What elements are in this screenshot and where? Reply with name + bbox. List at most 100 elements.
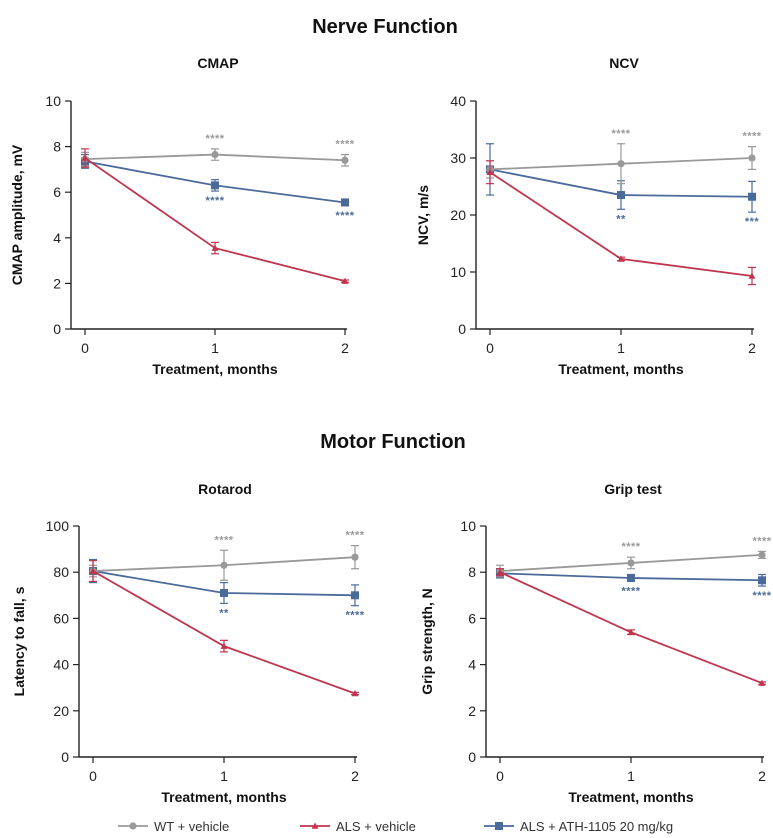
- x-axis-label: Treatment, months: [152, 361, 277, 377]
- series-wt: **** ****: [81, 133, 354, 167]
- legend-marker-ath: [484, 822, 514, 830]
- significance-label: ****: [742, 131, 761, 143]
- data-point: [486, 168, 494, 176]
- y-tick-label: 10: [460, 518, 476, 534]
- data-point: [351, 553, 359, 561]
- significance-label: ****: [214, 534, 233, 546]
- x-tick-label: 0: [486, 340, 494, 356]
- significance-label: ****: [752, 535, 771, 547]
- data-point: [351, 591, 359, 600]
- y-axis-label: CMAP amplitude, mV: [9, 144, 25, 285]
- data-point: [341, 277, 349, 284]
- y-axis-label: Latency to fall, s: [11, 586, 27, 696]
- y-axis-label: Grip strength, N: [419, 588, 435, 695]
- y-tick-label: 20: [53, 703, 69, 719]
- data-point: [89, 567, 97, 574]
- legend-label-ath: ALS + ATH-1105 20 mg/kg: [520, 819, 673, 834]
- data-point: [617, 255, 625, 262]
- data-point: [81, 154, 89, 161]
- y-tick-label: 40: [450, 93, 466, 109]
- x-tick-label: 0: [89, 768, 97, 784]
- chart-title: Rotarod: [198, 481, 252, 497]
- series-wt: **** ****: [496, 535, 771, 578]
- y-tick-label: 0: [53, 321, 61, 337]
- significance-label: ***: [745, 216, 760, 228]
- y-tick-label: 2: [53, 275, 61, 291]
- data-point: [758, 679, 766, 686]
- significance-label: ****: [752, 590, 771, 602]
- x-tick-label: 1: [617, 340, 625, 356]
- chart-cmap: CMAP 0 2 4 6 8 10 0 1 2 Treatment, months CMAP ampl…: [9, 55, 354, 377]
- data-point: [341, 198, 349, 207]
- x-tick-label: 1: [211, 340, 219, 356]
- legend-label-als: ALS + vehicle: [336, 819, 416, 834]
- series-ath: **** ****: [496, 568, 771, 602]
- data-point: [758, 551, 766, 559]
- data-point: [211, 150, 219, 159]
- data-point: [617, 160, 625, 168]
- x-axis-label: Treatment, months: [568, 789, 693, 805]
- data-point: [496, 568, 504, 575]
- section-title-nerve: Nerve Function: [312, 16, 458, 38]
- y-tick-label: 10: [450, 264, 466, 280]
- legend-item-als: ALS + vehicle: [300, 819, 416, 834]
- x-tick-label: 0: [496, 768, 504, 784]
- data-point: [220, 588, 228, 597]
- series-als: [89, 560, 359, 697]
- legend-item-ath: ALS + ATH-1105 20 mg/kg: [484, 819, 673, 834]
- significance-label: ****: [205, 133, 224, 145]
- y-tick-label: 6: [468, 610, 476, 626]
- y-tick-label: 6: [53, 184, 61, 200]
- legend-item-wt: WT + vehicle: [118, 819, 229, 834]
- x-tick-label: 0: [81, 340, 89, 356]
- y-tick-label: 8: [53, 139, 61, 155]
- significance-label: ****: [611, 128, 630, 140]
- data-point: [748, 272, 756, 279]
- chart-title: NCV: [609, 55, 639, 71]
- legend-symbol: [495, 822, 503, 830]
- legend: WT + vehicle ALS + vehicle ALS + ATH-110…: [118, 819, 673, 834]
- significance-label: ****: [621, 541, 640, 553]
- data-point: [211, 244, 219, 251]
- legend-marker-als: [300, 822, 330, 829]
- significance-label: **: [219, 607, 229, 619]
- series-wt: **** ****: [486, 128, 761, 185]
- series-ath: ** ***: [486, 143, 760, 228]
- significance-label: ****: [621, 585, 640, 597]
- y-tick-label: 80: [53, 564, 69, 580]
- legend-symbol: [129, 822, 137, 830]
- x-tick-label: 2: [341, 340, 349, 356]
- data-point: [211, 181, 219, 190]
- y-tick-label: 100: [46, 518, 70, 534]
- section-title-motor: Motor Function: [320, 431, 466, 453]
- legend-symbol: [311, 822, 319, 829]
- data-point: [627, 628, 635, 636]
- data-point: [341, 156, 349, 164]
- data-point: [617, 191, 625, 200]
- legend-label-wt: WT + vehicle: [154, 819, 229, 834]
- legend-marker-wt: [118, 822, 148, 830]
- x-axis-label: Treatment, months: [161, 789, 286, 805]
- x-tick-label: 1: [220, 768, 228, 784]
- significance-label: ****: [345, 610, 364, 622]
- y-tick-label: 40: [53, 657, 69, 673]
- y-tick-label: 30: [450, 150, 466, 166]
- series-wt: **** ****: [89, 530, 364, 581]
- x-tick-label: 1: [627, 768, 635, 784]
- chart-title: Grip test: [604, 481, 662, 497]
- chart-rotarod: Rotarod 0 20 40 60 80 100 0 1 2 Treatment, months L…: [11, 481, 364, 805]
- series-line: [84, 157, 346, 282]
- data-point: [220, 561, 228, 569]
- chart-grip-test: Grip test 0 2 4 6 8 10 0 1 2 Treatment, months Grip…: [419, 481, 771, 805]
- y-tick-label: 2: [468, 703, 476, 719]
- y-tick-label: 0: [468, 749, 476, 765]
- data-point: [627, 573, 635, 582]
- y-axis-label: NCV, m/s: [415, 185, 431, 245]
- significance-label: ****: [335, 139, 354, 151]
- data-point: [748, 154, 756, 162]
- data-point: [627, 559, 635, 567]
- x-tick-label: 2: [758, 768, 766, 784]
- series-als: [486, 160, 756, 286]
- series-ath: ** ****: [89, 558, 364, 622]
- data-point: [220, 642, 228, 649]
